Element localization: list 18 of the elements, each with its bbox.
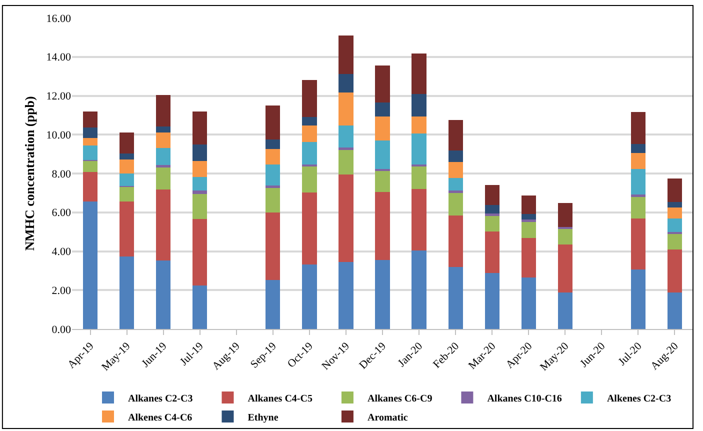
legend-label: Alkanes C4-C5 — [248, 393, 312, 404]
y-tick-label: 8.00 — [52, 168, 72, 180]
legend-label: Ethyne — [248, 412, 279, 424]
y-tick-label: 4.00 — [52, 246, 72, 258]
legend-label: Alkanes C2-C3 — [128, 393, 193, 404]
y-tick-label: 16.00 — [46, 12, 72, 25]
y-tick-label: 14.00 — [46, 52, 72, 64]
y-axis-title: NMHC concentration (ppb) — [22, 96, 38, 251]
legend-label: Alkanes C10-C16 — [487, 393, 562, 404]
y-tick-label: 12.00 — [46, 90, 72, 103]
legend-label: Aromatic — [367, 412, 408, 424]
legend-label: Alkenes C4-C6 — [128, 412, 192, 424]
legend-label: Alkanes C6-C9 — [367, 393, 432, 404]
legend-label: Alkenes C2-C3 — [606, 393, 672, 404]
y-tick-label: 6.00 — [52, 207, 72, 220]
y-tick-label: 2.00 — [52, 284, 72, 297]
y-tick-label: 0.00 — [52, 324, 72, 336]
y-tick-label: 10.00 — [46, 129, 72, 142]
